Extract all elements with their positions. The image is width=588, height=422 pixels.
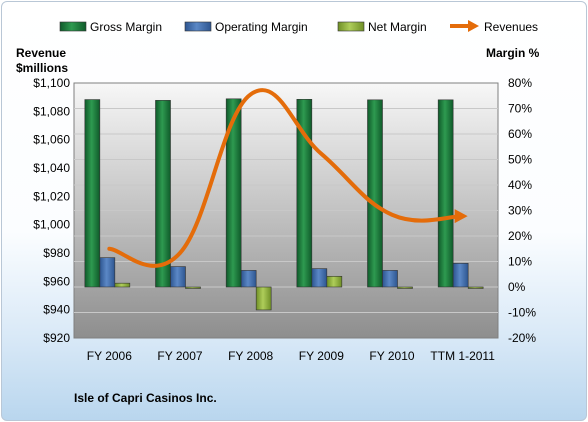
operating-margin-bar <box>240 270 257 288</box>
category-label: FY 2007 <box>157 349 202 363</box>
left-axis-title: Revenue <box>16 46 66 60</box>
right-tick-label: 60% <box>508 127 532 141</box>
right-tick-label: -20% <box>508 331 536 345</box>
legend-revenues-label: Revenues <box>484 20 538 34</box>
gross-margin-bar <box>296 99 313 288</box>
gross-margin-bar <box>155 100 171 288</box>
net-margin-bar <box>185 286 201 289</box>
legend-operating-margin-label: Operating Margin <box>215 20 308 34</box>
legend-net-margin-swatch <box>337 21 365 32</box>
legend: Gross Margin Operating Margin Net Margin Re… <box>59 20 538 34</box>
legend-gross-margin-label: Gross Margin <box>90 20 162 34</box>
right-tick-label: 0% <box>508 280 526 294</box>
right-tick-label: 70% <box>508 102 532 116</box>
gross-margin-bar <box>367 99 383 288</box>
left-tick-label: $1,060 <box>33 133 70 147</box>
net-margin-bar <box>114 282 131 288</box>
legend-revenues-arrow <box>468 20 479 32</box>
net-margin-bar <box>397 286 413 289</box>
left-tick-label: $1,100 <box>33 76 70 90</box>
left-tick-label: $1,020 <box>33 189 70 203</box>
operating-margin-bar <box>452 262 469 288</box>
right-tick-label: -10% <box>508 306 536 320</box>
revenue-line-path <box>107 88 465 268</box>
legend-operating-margin-swatch <box>184 21 212 32</box>
revenue-line <box>107 88 468 268</box>
category-label: FY 2010 <box>369 349 414 363</box>
revenue-line-arrowhead <box>454 209 468 224</box>
right-axis-title: Margin % <box>486 46 540 60</box>
operating-margin-bar <box>99 257 116 288</box>
right-tick-label: 80% <box>508 76 532 90</box>
net-margin-bar <box>467 286 484 289</box>
left-tick-label: $920 <box>43 331 70 345</box>
category-label: FY 2009 <box>299 349 344 363</box>
left-axis-title-units: $millions <box>16 61 68 75</box>
footer-title: Isle of Capri Casinos Inc. <box>74 391 217 405</box>
gross-margin-bar <box>84 99 101 288</box>
net-margin-bar <box>326 275 343 288</box>
left-tick-label: $960 <box>43 274 70 288</box>
axes: $920 $940 $960 $980 $1,000 $1,020 $1,040 $1,060… <box>16 46 540 363</box>
left-tick-label: $1,000 <box>33 218 70 232</box>
gross-margin-bar <box>437 99 454 288</box>
left-tick-label: $940 <box>43 303 70 317</box>
right-tick-label: 40% <box>508 178 532 192</box>
left-tick-label: $980 <box>43 246 70 260</box>
legend-net-margin-label: Net Margin <box>368 20 427 34</box>
legend-gross-margin-swatch <box>59 21 87 32</box>
right-tick-label: 30% <box>508 204 532 218</box>
gross-margin-bar <box>225 98 242 288</box>
operating-margin-bar <box>382 270 398 288</box>
bars <box>84 98 484 311</box>
right-tick-label: 10% <box>508 255 532 269</box>
left-tick-label: $1,040 <box>33 161 70 175</box>
right-tick-label: 20% <box>508 229 532 243</box>
category-label: TTM 1-2011 <box>430 349 495 363</box>
net-margin-bar <box>255 286 272 311</box>
category-label: FY 2008 <box>228 349 273 363</box>
left-tick-label: $1,080 <box>33 104 70 118</box>
category-label: FY 2006 <box>87 349 132 363</box>
operating-margin-bar <box>311 268 328 288</box>
operating-margin-bar <box>170 266 186 288</box>
right-tick-label: 50% <box>508 153 532 167</box>
